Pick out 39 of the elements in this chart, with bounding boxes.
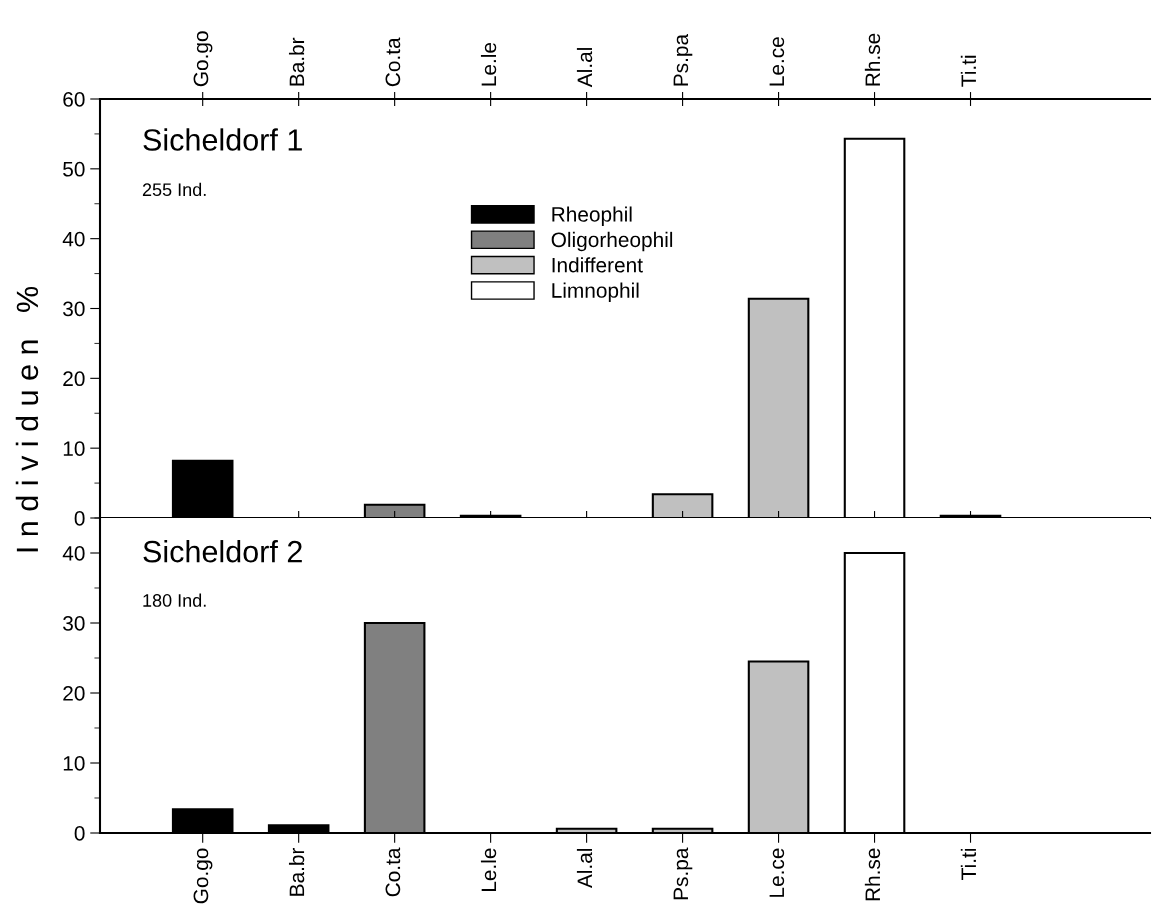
x-tick-label: Co.ta — [385, 847, 401, 897]
annotation: 180 Ind. — [143, 593, 206, 607]
y-tick-label: 40 — [62, 546, 85, 561]
y-tick-label: 30 — [63, 301, 85, 317]
text: Sicheldorf 2 — [143, 540, 302, 563]
y-axis-title: I n d i v i d u e n % — [15, 286, 39, 552]
x-tick-label: Ti.ti — [960, 55, 977, 87]
x-tick-label: Ba.br — [288, 847, 305, 896]
x-tick-label: Le.ce — [769, 37, 785, 86]
x-tick-label: Al.al — [576, 848, 593, 889]
legend-label: Limnophil — [552, 282, 639, 302]
x-tick-label: Co.ta — [385, 37, 401, 87]
y-tick-label: 10 — [63, 441, 85, 456]
y-tick-label: 10 — [63, 756, 85, 771]
y-tick-label: 60 — [63, 92, 85, 107]
y-tick-label: 30 — [63, 616, 85, 631]
y-tick-label: 0 — [74, 511, 85, 526]
legend-label: Oligorheophil — [551, 231, 673, 252]
legend-label: Rheophil — [552, 206, 632, 226]
y-tick-label: 40 — [62, 231, 85, 247]
x-tick-label: Go.go — [193, 31, 213, 87]
annotation: 255 Ind. — [142, 182, 206, 197]
x-tick-label: Go.go — [193, 848, 213, 904]
y-tick-label: 20 — [63, 686, 85, 701]
y-tick-label: 20 — [63, 371, 85, 387]
y-tick-label: 0 — [74, 826, 85, 841]
x-tick-label: Al.al — [576, 48, 593, 88]
x-tick-label: Rh.se — [864, 848, 881, 901]
x-tick-label: Ps.pa — [673, 33, 693, 86]
x-tick-label: Le.le — [480, 42, 497, 86]
x-tick-label: Le.le — [480, 848, 497, 892]
x-tick-label: Ti.ti — [960, 848, 977, 880]
x-tick-label: Ba.br — [288, 37, 305, 86]
text: Sicheldorf 1 — [143, 128, 302, 151]
x-tick-label: Ps.pa — [673, 847, 693, 900]
y-tick-label: 50 — [63, 161, 85, 177]
x-tick-label: Le.ce — [769, 848, 785, 897]
legend-label: Indifferent — [552, 257, 643, 273]
x-tick-label: Rh.se — [864, 33, 881, 86]
